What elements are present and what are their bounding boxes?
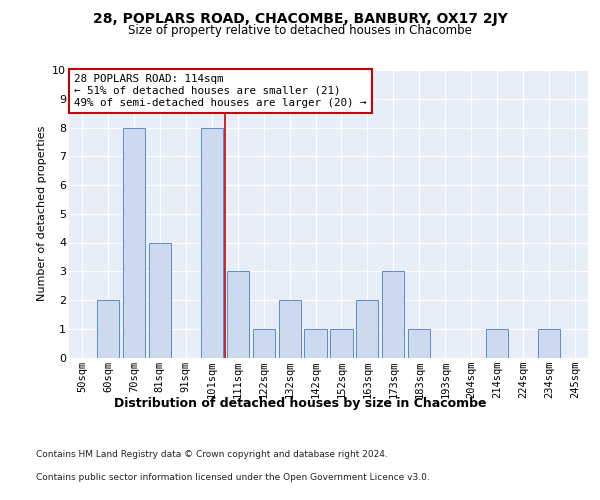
Bar (356, 300, 379, 358)
Y-axis label: Number of detached properties: Number of detached properties (37, 126, 47, 302)
Bar (253, 329, 275, 358)
Bar (538, 329, 560, 358)
Bar (123, 128, 145, 358)
Bar (97, 300, 119, 358)
Bar (382, 271, 404, 358)
Bar (278, 300, 301, 358)
Text: Contains HM Land Registry data © Crown copyright and database right 2024.: Contains HM Land Registry data © Crown c… (36, 450, 388, 459)
Bar (331, 329, 353, 358)
Bar (149, 242, 171, 358)
Text: Distribution of detached houses by size in Chacombe: Distribution of detached houses by size … (114, 398, 486, 410)
Text: Size of property relative to detached houses in Chacombe: Size of property relative to detached ho… (128, 24, 472, 37)
Bar (200, 128, 223, 358)
Text: 28 POPLARS ROAD: 114sqm
← 51% of detached houses are smaller (21)
49% of semi-de: 28 POPLARS ROAD: 114sqm ← 51% of detache… (74, 74, 367, 108)
Text: Contains public sector information licensed under the Open Government Licence v3: Contains public sector information licen… (36, 472, 430, 482)
Bar (227, 271, 249, 358)
Bar (304, 329, 326, 358)
Bar (408, 329, 430, 358)
Bar (486, 329, 508, 358)
Text: 28, POPLARS ROAD, CHACOMBE, BANBURY, OX17 2JY: 28, POPLARS ROAD, CHACOMBE, BANBURY, OX1… (92, 12, 508, 26)
